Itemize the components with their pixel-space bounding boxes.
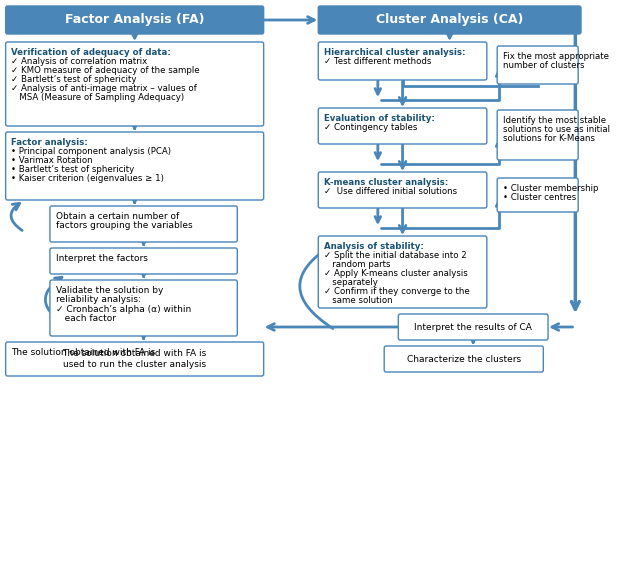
FancyBboxPatch shape xyxy=(50,280,238,336)
Text: ✓ Analysis of anti-image matrix – values of: ✓ Analysis of anti-image matrix – values… xyxy=(11,84,197,93)
Text: solutions to use as initial: solutions to use as initial xyxy=(503,125,610,134)
Text: reliability analysis:: reliability analysis: xyxy=(56,295,141,305)
Text: Factor Analysis (FA): Factor Analysis (FA) xyxy=(65,13,204,27)
Text: • Kaiser criterion (eigenvalues ≥ 1): • Kaiser criterion (eigenvalues ≥ 1) xyxy=(11,174,164,183)
Text: • Varimax Rotation: • Varimax Rotation xyxy=(11,156,93,165)
FancyBboxPatch shape xyxy=(6,132,264,200)
Text: • Principal component analysis (PCA): • Principal component analysis (PCA) xyxy=(11,147,171,156)
Text: Characterize the clusters: Characterize the clusters xyxy=(407,354,521,364)
Text: same solution: same solution xyxy=(324,296,392,305)
Text: ✓ Analysis of correlation matrix: ✓ Analysis of correlation matrix xyxy=(11,57,148,66)
Text: Validate the solution by: Validate the solution by xyxy=(56,286,163,295)
FancyBboxPatch shape xyxy=(318,172,487,208)
Text: • Cluster centres: • Cluster centres xyxy=(503,193,576,202)
Text: The solution obtained with FA is
used to run the cluster analysis: The solution obtained with FA is used to… xyxy=(62,349,207,369)
Text: ✓ Confirm if they converge to the: ✓ Confirm if they converge to the xyxy=(324,287,469,296)
FancyBboxPatch shape xyxy=(50,248,238,274)
FancyBboxPatch shape xyxy=(497,110,578,160)
FancyBboxPatch shape xyxy=(6,342,264,376)
Text: Interpret the results of CA: Interpret the results of CA xyxy=(414,323,532,332)
Text: ✓ Bartlett’s test of sphericity: ✓ Bartlett’s test of sphericity xyxy=(11,75,137,84)
Text: separately: separately xyxy=(324,278,378,287)
Text: ✓ Apply K-means cluster analysis: ✓ Apply K-means cluster analysis xyxy=(324,269,468,278)
Text: number of clusters: number of clusters xyxy=(503,61,584,70)
Text: factors grouping the variables: factors grouping the variables xyxy=(56,221,192,230)
FancyBboxPatch shape xyxy=(497,178,578,212)
FancyBboxPatch shape xyxy=(497,46,578,84)
Text: Hierarchical cluster analysis:: Hierarchical cluster analysis: xyxy=(324,48,466,57)
FancyBboxPatch shape xyxy=(384,346,543,372)
Text: Cluster Analysis (CA): Cluster Analysis (CA) xyxy=(376,13,523,27)
Text: The solution obtained with FA is: The solution obtained with FA is xyxy=(11,348,156,357)
Text: Analysis of stability:: Analysis of stability: xyxy=(324,242,424,251)
Text: ✓ Contingency tables: ✓ Contingency tables xyxy=(324,123,418,132)
FancyBboxPatch shape xyxy=(318,236,487,308)
Text: ✓  Use differed initial solutions: ✓ Use differed initial solutions xyxy=(324,187,457,196)
Text: Obtain a certain number of: Obtain a certain number of xyxy=(56,212,179,221)
Text: Evaluation of stability:: Evaluation of stability: xyxy=(324,114,435,123)
Text: Interpret the results of CA: Interpret the results of CA xyxy=(0,578,1,579)
Text: solutions for K-Means: solutions for K-Means xyxy=(503,134,595,143)
Text: • Cluster membership: • Cluster membership xyxy=(503,184,598,193)
Text: each factor: each factor xyxy=(56,314,116,323)
FancyBboxPatch shape xyxy=(318,108,487,144)
FancyBboxPatch shape xyxy=(50,206,238,242)
FancyBboxPatch shape xyxy=(6,42,264,126)
Text: ✓ KMO measure of adequacy of the sample: ✓ KMO measure of adequacy of the sample xyxy=(11,66,200,75)
FancyBboxPatch shape xyxy=(318,6,581,34)
Text: Interpret the factors: Interpret the factors xyxy=(56,254,148,263)
Text: Verification of adequacy of data:: Verification of adequacy of data: xyxy=(11,48,171,57)
FancyBboxPatch shape xyxy=(318,42,487,80)
Text: used to run the cluster analysis: used to run the cluster analysis xyxy=(0,578,1,579)
Text: Characterize the clusters: Characterize the clusters xyxy=(0,578,1,579)
Text: K-means cluster analysis:: K-means cluster analysis: xyxy=(324,178,448,187)
Text: Identify the most stable: Identify the most stable xyxy=(503,116,606,125)
FancyBboxPatch shape xyxy=(6,6,264,34)
Text: ✓ Cronbach’s alpha (α) within: ✓ Cronbach’s alpha (α) within xyxy=(56,305,191,314)
Text: random parts: random parts xyxy=(324,260,391,269)
Text: MSA (Measure of Sampling Adequacy): MSA (Measure of Sampling Adequacy) xyxy=(11,93,184,102)
Text: • Bartlett’s test of sphericity: • Bartlett’s test of sphericity xyxy=(11,165,134,174)
FancyBboxPatch shape xyxy=(398,314,548,340)
Text: ✓ Test different methods: ✓ Test different methods xyxy=(324,57,431,66)
Text: Fix the most appropriate: Fix the most appropriate xyxy=(503,52,609,61)
Text: ✓ Split the initial database into 2: ✓ Split the initial database into 2 xyxy=(324,251,467,260)
Text: Factor analysis:: Factor analysis: xyxy=(11,138,88,147)
